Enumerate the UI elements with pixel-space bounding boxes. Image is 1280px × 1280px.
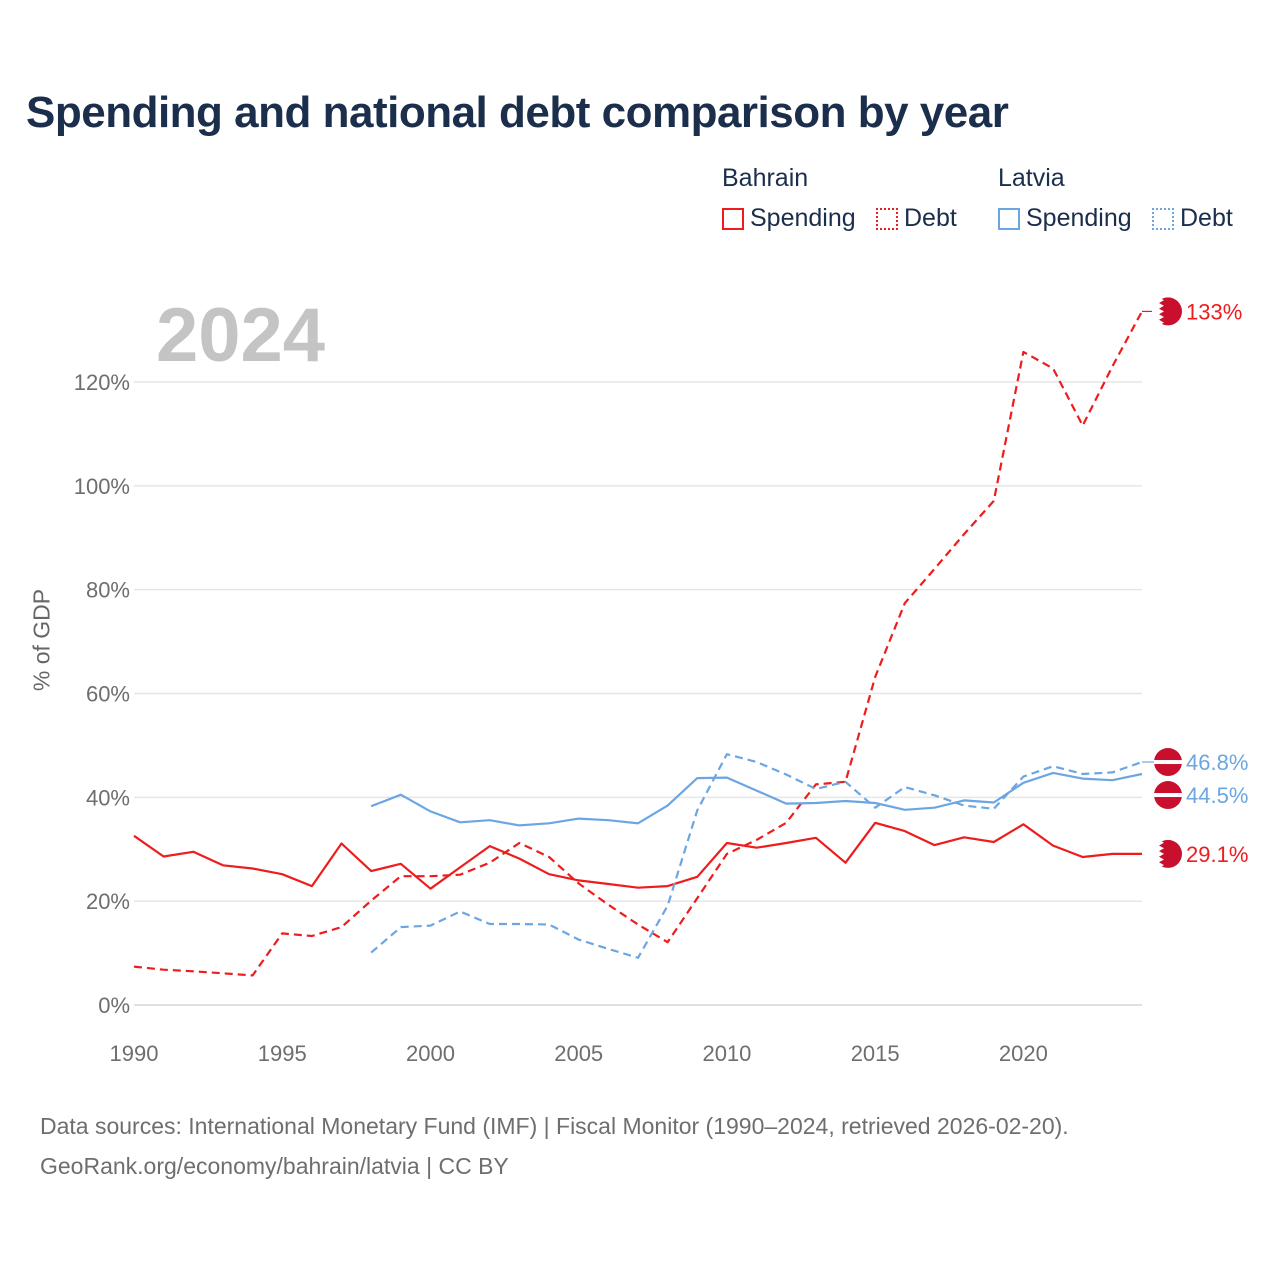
end-value-label: 44.5% xyxy=(1186,783,1248,808)
legend-swatch-dotted-red xyxy=(876,207,898,230)
end-value-label: 29.1% xyxy=(1186,842,1248,867)
source-line-1: Data sources: International Monetary Fun… xyxy=(40,1113,1069,1139)
y-tick-label: 120% xyxy=(74,370,130,395)
legend-country-bahrain: Bahrain xyxy=(722,164,809,192)
end-value-label: 46.8% xyxy=(1186,750,1248,775)
source-line-2[interactable]: GeoRank.org/economy/bahrain/latvia | CC … xyxy=(40,1153,509,1179)
legend-label: Debt xyxy=(904,204,957,232)
legend-swatch-solid-blue xyxy=(998,207,1020,230)
series-line-bahrain-debt xyxy=(133,310,1143,977)
legend-country-latvia: Latvia xyxy=(998,164,1065,192)
legend-label: Spending xyxy=(750,204,856,232)
x-tick-labels: 1990 1995 2000 2005 2010 2015 2020 xyxy=(110,1041,1048,1066)
x-tick-label: 2005 xyxy=(554,1041,603,1066)
series-line-bahrain-spending xyxy=(133,821,1142,890)
flag-latvia-stripe xyxy=(1154,793,1182,798)
x-tick-label: 1995 xyxy=(258,1041,307,1066)
x-tick-label: 2010 xyxy=(702,1041,751,1066)
legend-item-latvia-spending[interactable]: Spending xyxy=(998,204,1132,233)
series-line-latvia-spending xyxy=(370,771,1143,827)
flag-bahrain-stripe xyxy=(1152,297,1164,326)
x-tick-label: 2015 xyxy=(851,1041,900,1066)
y-tick-label: 0% xyxy=(98,993,130,1018)
gridlines xyxy=(134,381,1142,1006)
end-connector xyxy=(1142,774,1154,795)
legend-label: Debt xyxy=(1180,204,1233,232)
series-lines xyxy=(133,310,1143,977)
y-tick-label: 40% xyxy=(86,785,130,810)
y-tick-label: 100% xyxy=(74,474,130,499)
x-tick-label: 2020 xyxy=(999,1041,1048,1066)
end-value-label: 133% xyxy=(1186,299,1242,324)
end-markers: 133% 46.8% 44.5% 29.1% xyxy=(1142,297,1248,868)
line-chart: 0% 20% 40% 60% 80% 100% 120% 1990 1995 2000 2005 2… xyxy=(74,297,1248,1066)
x-tick-label: 2000 xyxy=(406,1041,455,1066)
x-tick-label: 1990 xyxy=(110,1041,159,1066)
source-note: Data sources: International Monetary Fun… xyxy=(40,1106,1069,1186)
legend-swatch-solid-red xyxy=(722,207,744,230)
legend-label: Spending xyxy=(1026,204,1132,232)
legend-swatch-dotted-blue xyxy=(1152,207,1174,230)
chart-title: Spending and national debt comparison by… xyxy=(26,88,1009,137)
y-tick-labels: 0% 20% 40% 60% 80% 100% 120% xyxy=(74,370,130,1018)
legend-item-bahrain-debt[interactable]: Debt xyxy=(876,204,957,233)
y-tick-label: 60% xyxy=(86,682,130,707)
legend-item-latvia-debt[interactable]: Debt xyxy=(1152,204,1233,233)
flag-bahrain-stripe xyxy=(1152,839,1164,868)
flag-latvia-stripe xyxy=(1154,760,1182,765)
year-label: 2024 xyxy=(156,293,326,378)
legend-item-bahrain-spending[interactable]: Spending xyxy=(722,204,856,233)
series-line-latvia-debt xyxy=(370,753,1143,959)
legend-bahrain: Bahrain Spending Debt xyxy=(722,160,972,240)
y-tick-label: 80% xyxy=(86,578,130,603)
legend-latvia: Latvia Spending Debt xyxy=(998,160,1258,240)
y-tick-label: 20% xyxy=(86,889,130,914)
